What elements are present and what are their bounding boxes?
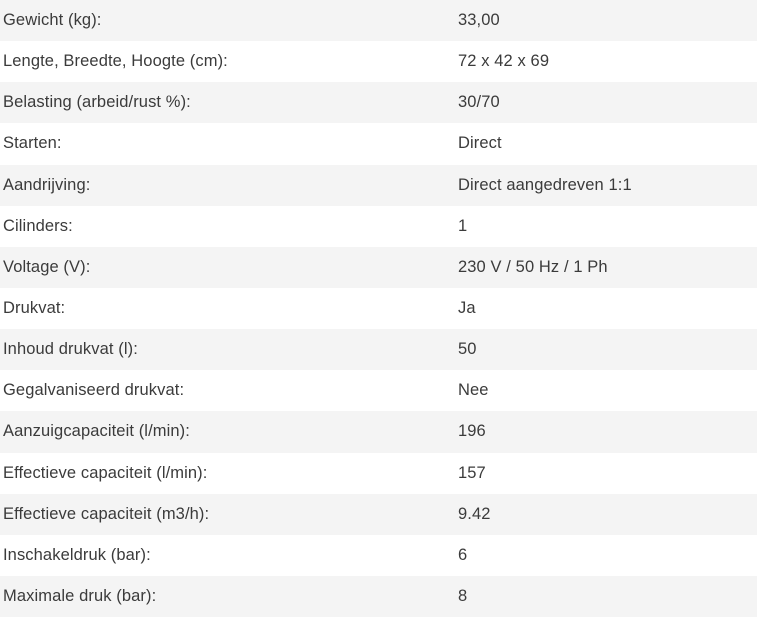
spec-value: Direct aangedreven 1:1 (458, 175, 632, 194)
spec-row: Maximale druk (bar): 8 (0, 575, 757, 617)
spec-label: Effectieve capaciteit (m3/h): (3, 504, 210, 523)
spec-label: Voltage (V): (3, 257, 91, 276)
spec-row: Belasting (arbeid/rust %): 30/70 (0, 82, 757, 124)
spec-label: Lengte, Breedte, Hoogte (cm): (3, 52, 228, 71)
spec-value: 230 V / 50 Hz / 1 Ph (458, 257, 608, 276)
spec-label: Aandrijving: (3, 175, 91, 194)
spec-label: Belasting (arbeid/rust %): (3, 93, 191, 112)
spec-value: 30/70 (458, 93, 500, 112)
spec-value: 33,00 (458, 11, 500, 30)
spec-row: Voltage (V): 230 V / 50 Hz / 1 Ph (0, 246, 757, 288)
spec-value: Direct (458, 134, 502, 153)
spec-value: 6 (458, 545, 468, 564)
spec-value: 9.42 (458, 504, 491, 523)
spec-row: Effectieve capaciteit (l/min): 157 (0, 452, 757, 494)
spec-label: Gewicht (kg): (3, 11, 102, 30)
spec-row: Cilinders: 1 (0, 205, 757, 247)
spec-value: 8 (458, 587, 468, 606)
spec-label: Aanzuigcapaciteit (l/min): (3, 422, 190, 441)
spec-label: Inschakeldruk (bar): (3, 545, 151, 564)
spec-label: Drukvat: (3, 299, 66, 318)
spec-value: 72 x 42 x 69 (458, 52, 550, 71)
spec-label: Gegalvaniseerd drukvat: (3, 381, 185, 400)
spec-label: Starten: (3, 134, 62, 153)
spec-label: Effectieve capaciteit (l/min): (3, 463, 208, 482)
spec-row: Gegalvaniseerd drukvat: Nee (0, 370, 757, 412)
spec-value: 50 (458, 340, 477, 359)
spec-row: Inhoud drukvat (l): 50 (0, 329, 757, 371)
spec-row: Starten: Direct (0, 123, 757, 165)
spec-row: Aanzuigcapaciteit (l/min): 196 (0, 411, 757, 453)
spec-value: 196 (458, 422, 486, 441)
spec-row: Inschakeldruk (bar): 6 (0, 534, 757, 576)
spec-label: Inhoud drukvat (l): (3, 340, 138, 359)
spec-value: 1 (458, 216, 468, 235)
spec-value: Ja (458, 299, 476, 318)
spec-row: Effectieve capaciteit (m3/h): 9.42 (0, 493, 757, 535)
spec-row: Drukvat: Ja (0, 287, 757, 330)
spec-value: 157 (458, 463, 486, 482)
spec-row: Aandrijving: Direct aangedreven 1:1 (0, 164, 757, 206)
spec-value: Nee (458, 381, 489, 400)
spec-label: Cilinders: (3, 216, 73, 235)
spec-row: Lengte, Breedte, Hoogte (cm): 72 x 42 x … (0, 41, 757, 83)
spec-row: Gewicht (kg): 33,00 (0, 0, 757, 42)
spec-label: Maximale druk (bar): (3, 587, 157, 606)
